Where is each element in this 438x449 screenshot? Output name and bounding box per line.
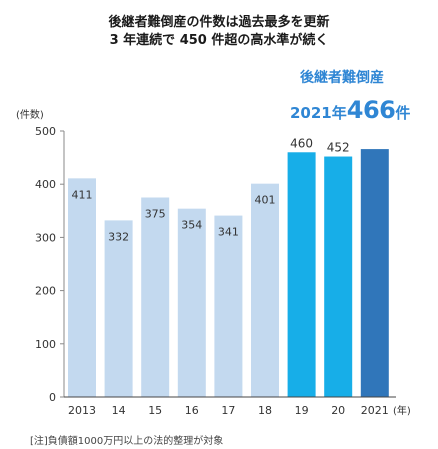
callout-number: 466 bbox=[346, 96, 396, 124]
x-tick-label: 14 bbox=[112, 404, 126, 417]
x-tick-label: 2013 bbox=[68, 404, 96, 417]
data-label-14: 332 bbox=[108, 230, 129, 243]
chart-subtitle-line2: 3 年連続で 450 件超の高水準が続く bbox=[109, 33, 329, 48]
y-axis-label: (件数) bbox=[16, 108, 44, 121]
x-tick-label: 17 bbox=[221, 404, 235, 417]
y-tick-label: 500 bbox=[35, 125, 56, 138]
bar-19 bbox=[287, 152, 316, 397]
bar-2013 bbox=[68, 178, 96, 397]
data-label-15: 375 bbox=[145, 208, 166, 221]
y-tick-label: 100 bbox=[35, 338, 56, 351]
y-tick-label: 0 bbox=[49, 391, 56, 404]
y-tick-label: 200 bbox=[35, 285, 56, 298]
x-tick-label: 15 bbox=[148, 404, 162, 417]
y-tick-label: 300 bbox=[35, 231, 56, 244]
bar-2021 bbox=[360, 149, 389, 397]
data-label-20: 452 bbox=[327, 141, 350, 155]
x-tick-label: 19 bbox=[295, 404, 309, 417]
bar-18 bbox=[251, 183, 279, 397]
data-label-2013: 411 bbox=[72, 188, 93, 201]
x-axis-label: (年) bbox=[393, 404, 411, 417]
callout-label: 後継者難倒産 bbox=[300, 70, 384, 86]
y-tick-label: 400 bbox=[35, 178, 56, 191]
callout-value: 2021年466件 bbox=[290, 96, 410, 124]
bar-20 bbox=[324, 156, 353, 397]
footnote: [注]負債額1000万円以上の法的整理が対象 bbox=[30, 436, 224, 447]
x-tick-label: 20 bbox=[331, 404, 345, 417]
data-label-18: 401 bbox=[255, 194, 276, 207]
data-label-17: 341 bbox=[218, 226, 239, 239]
bar-17 bbox=[214, 215, 243, 397]
chart-title-line1: 後継者難倒産の件数は過去最多を更新 bbox=[108, 15, 330, 30]
bar-16 bbox=[177, 208, 206, 397]
bar-14 bbox=[104, 220, 133, 397]
callout-unit: 件 bbox=[395, 104, 411, 122]
x-tick-label: 16 bbox=[185, 404, 199, 417]
bar-15 bbox=[141, 197, 170, 397]
callout-year: 2021年 bbox=[290, 104, 347, 122]
data-label-16: 354 bbox=[181, 219, 202, 232]
x-tick-label: 2021 bbox=[361, 404, 389, 417]
x-tick-label: 18 bbox=[258, 404, 272, 417]
data-label-19: 460 bbox=[290, 136, 313, 150]
